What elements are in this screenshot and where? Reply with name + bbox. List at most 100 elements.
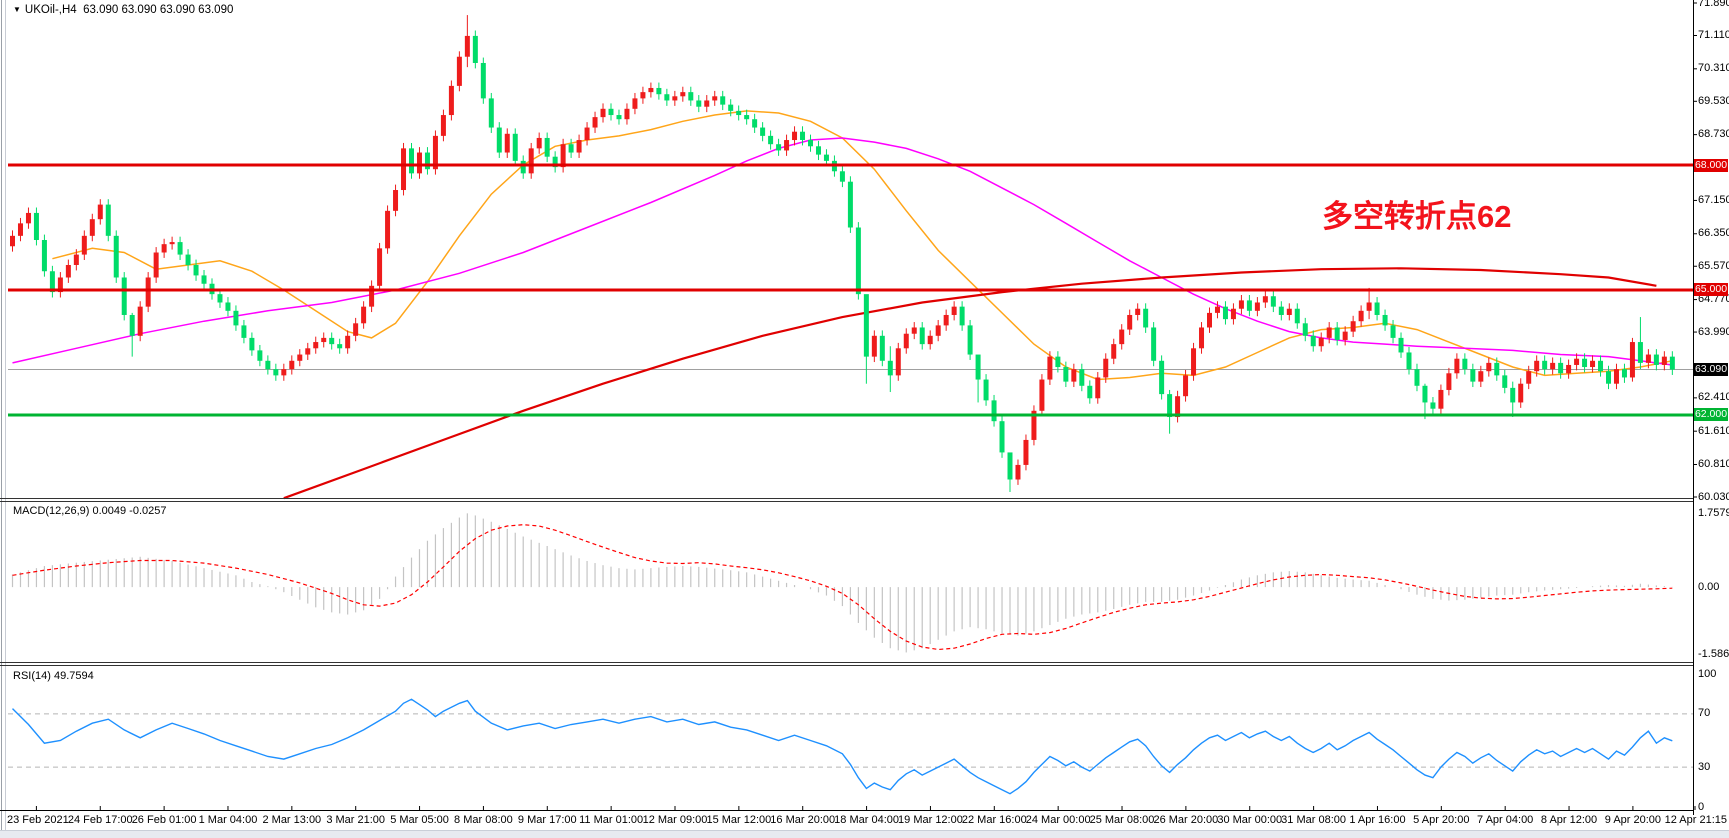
candle-body [815,146,821,155]
candle-body [1542,360,1548,370]
candle-body [951,306,957,315]
candle-body [153,252,159,278]
time-label-31-Mar-08-00: 31 Mar 08:00 [1281,814,1347,826]
candle-body [911,327,917,334]
candle-body [959,306,965,326]
candle-body [1055,356,1061,368]
candle-body [233,310,239,326]
candle-body [664,94,670,101]
price-label-60.030: 60.030 [1698,490,1729,503]
time-label-1-Mar-04-00: 1 Mar 04:00 [198,814,258,826]
candle-body [927,335,933,345]
rsi-axis-label-0: 0 [1698,800,1705,813]
candle-body [1039,379,1045,411]
candle-body [1302,323,1308,336]
candle-body [1358,310,1364,322]
ma-slow-red [283,267,1657,500]
candle-body [600,108,606,118]
candle-body [512,133,518,161]
candle-body [1294,308,1300,324]
candle-body [1111,344,1117,359]
candle-body [1270,296,1276,307]
candle-body [496,127,502,153]
candle-body [424,152,430,170]
symbol-row: ▼ UKOil-,H4 63.090 63.090 63.090 63.090 [13,4,233,16]
candle-body [1534,360,1540,372]
candle-body [680,92,686,97]
candle-body [608,108,614,116]
candle-body [329,337,335,345]
candle-body [1366,302,1372,311]
candle-body [736,110,742,116]
candle-body [1103,358,1109,378]
candle-body [297,354,303,361]
candle-body [919,327,925,345]
candle-body [25,212,31,224]
candle-body [121,277,127,315]
candle-body [1310,335,1316,347]
candle-body [1574,358,1580,365]
candle-body [967,325,973,355]
candle-body [281,369,287,376]
candle-body [1087,385,1093,399]
time-label-9-Mar-17-00: 9 Mar 17:00 [517,814,577,826]
candle-body [1510,387,1516,403]
candle-body [991,400,997,422]
candle-body [688,92,694,101]
candle-body [1374,302,1380,315]
price-badge-62.000: 62.000 [1694,408,1728,422]
candle-body [249,337,255,351]
rsi-line [12,698,1673,795]
candle-body [1063,367,1069,382]
candle-body [17,223,23,236]
candle-body [305,348,311,355]
candle-body [89,219,95,236]
rsi-indicator-label: RSI(14) 49.7594 [13,670,94,682]
symbol-dropdown-icon[interactable]: ▼ [13,5,21,14]
window-bottom-edge [0,830,1729,838]
candle-body [1183,375,1189,397]
time-label-19-Mar-12-00: 19 Mar 12:00 [898,814,963,826]
candle-body [1661,356,1667,365]
candle-body [1135,308,1141,315]
time-label-9-Apr-20-00: 9 Apr 20:00 [1604,814,1662,826]
candle-body [472,35,478,63]
candle-body [241,325,247,338]
candle-body [145,277,151,307]
price-badge-65.000: 65.000 [1694,283,1728,297]
time-label-3-Mar-21-00: 3 Mar 21:00 [326,814,386,826]
candle-body [808,140,813,147]
candle-body [903,333,909,349]
candle-body [321,337,327,343]
time-label-12-Apr-21-15: 12 Apr 21:15 [1664,814,1727,826]
candlestick-layer [10,15,1675,493]
candle-body [1127,314,1133,330]
time-label-26-Feb-01-00: 26 Feb 01:00 [131,814,197,826]
candle-body [624,108,630,120]
candle-body [1318,337,1324,347]
time-label-25-Mar-08-00: 25 Mar 08:00 [1089,814,1155,826]
candle-body [544,137,550,157]
candle-body [1478,371,1484,382]
candle-body [161,244,167,253]
candle-body [1286,308,1292,315]
time-label-12-Mar-09-00: 12 Mar 09:00 [642,814,708,826]
price-label-61.610: 61.610 [1698,424,1729,437]
candle-body [1590,360,1596,368]
rsi-axis-label-70: 70 [1698,707,1711,720]
candle-body [1566,364,1572,374]
candle-body [1669,356,1675,370]
candle-body [823,154,829,161]
chart-text-annotation[interactable]: 多空转折点62 [1322,199,1512,234]
price-label-62.410: 62.410 [1698,391,1729,404]
symbol-timeframe-label[interactable]: UKOil-,H4 [24,4,77,16]
candle-body [1629,342,1635,378]
candle-body [169,242,175,245]
candle-body [1143,308,1149,328]
candle-body [377,248,383,286]
candle-body [1526,371,1532,384]
candle-body [456,56,462,86]
candle-body [1015,464,1021,480]
candle-body [752,119,758,128]
